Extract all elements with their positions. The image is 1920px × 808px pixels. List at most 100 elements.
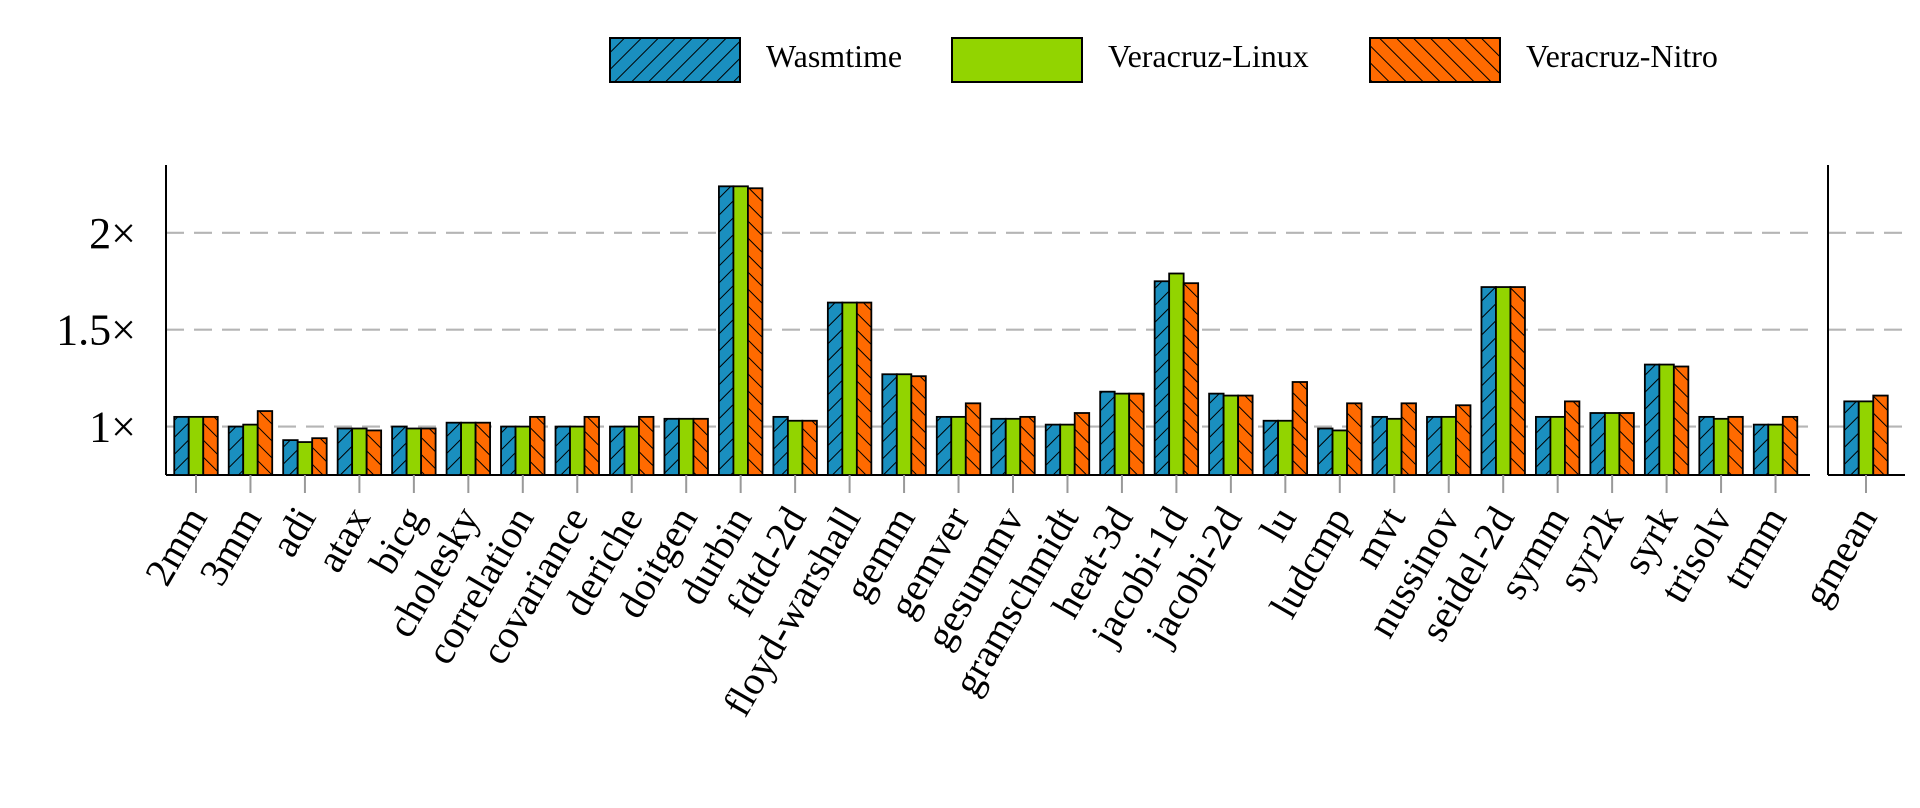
bar-hatch-veracruz-nitro-syr2k [1619, 413, 1634, 475]
bar-hatch-veracruz-nitro-jacobi-2d [1238, 395, 1253, 475]
bar-veracruz-linux-bicg [405, 427, 423, 476]
bar-hatch-wasmtime-seidel-2d [1481, 287, 1496, 475]
legend: Wasmtime Veracruz-Linux Veracruz-Nitro [609, 37, 1718, 83]
bar-veracruz-linux-3mm [242, 423, 259, 476]
bar-hatch-wasmtime-ludcmp [1318, 428, 1333, 475]
bar-hatch-veracruz-nitro-gmean [1873, 395, 1888, 475]
bar-hatch-wasmtime-mvt [1372, 416, 1388, 475]
bar-veracruz-linux-trisolv [1712, 417, 1730, 476]
bar-hatch-wasmtime-atax [337, 428, 353, 475]
bar-veracruz-linux-jacobi-1d [1168, 272, 1185, 476]
y-tick-label: 2× [89, 209, 136, 258]
bar-hatch-veracruz-nitro-seidel-2d [1510, 287, 1525, 475]
legend-swatch-veracruz-nitro-hatch [1370, 38, 1500, 82]
x-tick-label: 3mm [190, 499, 270, 593]
bar-hatch-wasmtime-3mm [228, 426, 244, 475]
bar-hatch-veracruz-nitro-mvt [1401, 403, 1417, 475]
bar-veracruz-linux-doitgen [678, 417, 695, 476]
bar-veracruz-linux-gmean [1857, 400, 1875, 476]
bar-veracruz-linux-cholesky [460, 421, 477, 476]
legend-item-wasmtime: Wasmtime [609, 37, 902, 83]
bar-hatch-wasmtime-bicg [392, 426, 407, 475]
bar-veracruz-linux-adi [296, 441, 314, 476]
bar-hatch-wasmtime-gemm [882, 374, 897, 475]
legend-item-veracruz-linux: Veracruz-Linux [951, 37, 1309, 83]
bar-hatch-veracruz-nitro-2mm [203, 416, 218, 475]
bar-hatch-veracruz-nitro-trmm [1782, 416, 1798, 475]
bar-veracruz-linux-gemver [950, 415, 967, 476]
bar-veracruz-linux-syrk [1658, 363, 1675, 476]
bar-veracruz-linux-correlation [514, 425, 531, 476]
bar-veracruz-linux-syr2k [1603, 412, 1621, 476]
bar-hatch-veracruz-nitro-gesummv [1020, 416, 1035, 475]
legend-swatch-wasmtime-hatch [610, 38, 740, 82]
bar-hatch-wasmtime-2mm [174, 416, 189, 475]
x-tick-label: atax [307, 499, 379, 579]
bar-hatch-veracruz-nitro-syrk [1673, 366, 1689, 475]
bar-hatch-veracruz-nitro-atax [366, 430, 382, 475]
bar-hatch-wasmtime-durbin [718, 186, 734, 475]
x-tick-label: gmean [1794, 499, 1886, 614]
bar-hatch-wasmtime-gesummv [991, 418, 1006, 475]
bar-hatch-veracruz-nitro-cholesky [475, 422, 491, 475]
bar-veracruz-linux-durbin [732, 185, 749, 476]
bar-hatch-veracruz-nitro-gemver [965, 403, 981, 475]
bar-veracruz-linux-nussinov [1440, 415, 1457, 476]
bar-veracruz-linux-gramschmidt [1059, 423, 1076, 476]
bar-hatch-wasmtime-gmean [1844, 401, 1859, 475]
bar-hatch-veracruz-nitro-symm [1564, 401, 1580, 475]
bar-hatch-wasmtime-jacobi-2d [1209, 393, 1224, 475]
bar-hatch-wasmtime-heat-3d [1100, 391, 1115, 475]
bar-veracruz-linux-gemm [895, 373, 913, 476]
bar-hatch-wasmtime-deriche [609, 426, 625, 475]
bar-veracruz-linux-heat-3d [1113, 392, 1131, 476]
bar-hatch-veracruz-nitro-bicg [421, 428, 436, 475]
bar-hatch-veracruz-nitro-3mm [257, 411, 273, 475]
bar-hatch-veracruz-nitro-ludcmp [1347, 403, 1362, 475]
bar-veracruz-linux-lu [1277, 419, 1294, 476]
bar-hatch-veracruz-nitro-gramschmidt [1074, 413, 1090, 475]
legend-swatch-veracruz-linux [951, 37, 1083, 83]
bar-hatch-wasmtime-trmm [1753, 424, 1769, 475]
bar-hatch-wasmtime-syr2k [1590, 413, 1605, 475]
bar-hatch-veracruz-nitro-trisolv [1728, 416, 1743, 475]
bar-veracruz-linux-mvt [1386, 417, 1403, 476]
bar-hatch-wasmtime-covariance [555, 426, 571, 475]
bar-hatch-veracruz-nitro-correlation [530, 416, 545, 475]
bar-veracruz-linux-floyd-warshall [841, 301, 858, 476]
bar-veracruz-linux-seidel-2d [1495, 286, 1512, 476]
bar-hatch-wasmtime-syrk [1644, 364, 1660, 475]
bar-hatch-veracruz-nitro-floyd-warshall [856, 302, 872, 475]
bar-hatch-wasmtime-symm [1535, 416, 1551, 475]
gmean-plot: gmean [1794, 165, 1905, 614]
bar-hatch-veracruz-nitro-fdtd-2d [802, 420, 817, 475]
bar-hatch-wasmtime-jacobi-1d [1154, 281, 1170, 475]
bar-veracruz-linux-trmm [1767, 423, 1784, 476]
bar-hatch-veracruz-nitro-gemm [911, 376, 926, 475]
bar-hatch-wasmtime-gemver [936, 416, 952, 475]
y-tick-label: 1× [89, 403, 136, 452]
bar-veracruz-linux-fdtd-2d [786, 419, 804, 476]
bar-hatch-veracruz-nitro-durbin [747, 188, 763, 475]
bar-hatch-veracruz-nitro-nussinov [1455, 405, 1471, 475]
bar-veracruz-linux-2mm [187, 415, 205, 476]
bar-hatch-veracruz-nitro-deriche [638, 416, 654, 475]
bar-veracruz-linux-jacobi-2d [1222, 394, 1240, 476]
bar-veracruz-linux-ludcmp [1331, 429, 1348, 476]
main-plot: 1×1.5×2×2mm3mmadiataxbicgcholeskycorrela… [56, 165, 1810, 724]
bar-hatch-wasmtime-fdtd-2d [773, 416, 788, 475]
bar-hatch-wasmtime-gramschmidt [1045, 424, 1061, 475]
y-tick-label: 1.5× [56, 306, 136, 355]
bar-veracruz-linux-covariance [569, 425, 586, 476]
bar-veracruz-linux-gesummv [1004, 417, 1022, 476]
bar-hatch-veracruz-nitro-adi [312, 438, 327, 475]
bar-veracruz-linux-symm [1549, 415, 1566, 476]
bar-hatch-wasmtime-floyd-warshall [827, 302, 843, 475]
legend-label-veracruz-nitro: Veracruz-Nitro [1526, 38, 1718, 74]
legend-label-wasmtime: Wasmtime [766, 38, 902, 74]
bar-hatch-wasmtime-adi [283, 440, 298, 475]
bar-hatch-wasmtime-lu [1263, 420, 1279, 475]
bar-veracruz-linux-atax [351, 427, 368, 476]
bar-hatch-veracruz-nitro-doitgen [693, 418, 708, 475]
